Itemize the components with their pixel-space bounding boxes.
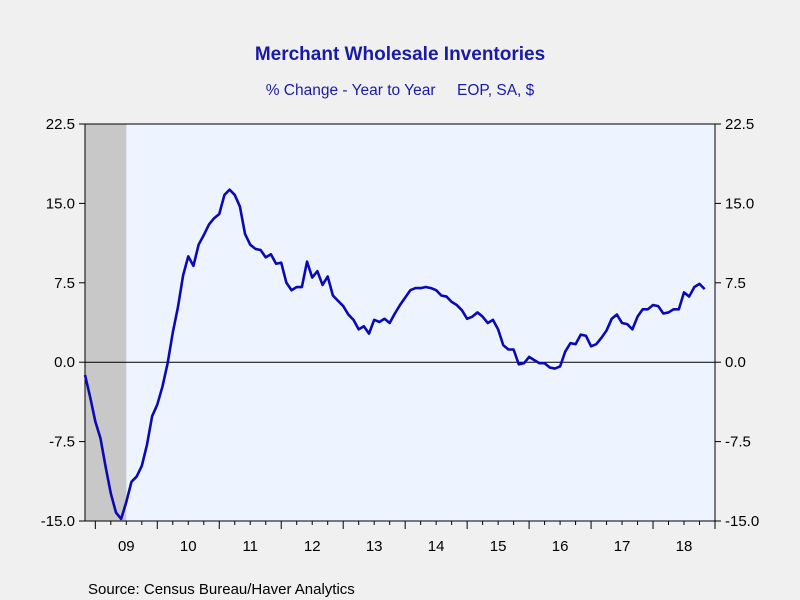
x-tick-label: 15 [490,538,507,555]
y-tick-label-left: 7.5 [54,275,75,292]
x-tick-label: 09 [118,538,135,555]
x-tick-label: 17 [614,538,631,555]
x-tick-label: 11 [242,538,258,555]
y-tick-label-right: -7.5 [725,434,751,451]
plot-area: 22.5 22.5 15.0 15.0 7.5 7.5 0.0 0.0 -7.5 -7.5 -15.… [41,116,759,555]
y-tick-label-right: 15.0 [725,195,754,212]
chart-subtitle: % Change - Year to Year EOP, SA, $ [266,82,535,99]
x-tick-label: 16 [552,538,569,555]
source-note: Source: Census Bureau/Haver Analytics [88,581,355,598]
x-tick-label: 12 [304,538,321,555]
series-line [83,188,706,521]
y-tick-label-right: 22.5 [725,116,754,133]
recession-shade [85,124,127,521]
y-tick-label-left: 22.5 [46,116,75,133]
y-tick-label-left: -15.0 [41,513,75,530]
y-tick-label-right: 7.5 [725,275,746,292]
plot-frame [84,123,716,522]
y-tick-label-left: -7.5 [49,434,75,451]
y-tick-label-right: -15.0 [725,513,759,530]
y-tick-label-left: 0.0 [54,354,75,371]
y-tick-label-right: 0.0 [725,354,746,371]
x-tick-label: 14 [428,538,445,555]
x-tick-label: 13 [366,538,383,555]
x-tick-label: 10 [180,538,197,555]
x-tick-label: 18 [676,538,693,555]
chart-title: Merchant Wholesale Inventories [255,44,545,65]
y-tick-label-left: 15.0 [46,195,75,212]
